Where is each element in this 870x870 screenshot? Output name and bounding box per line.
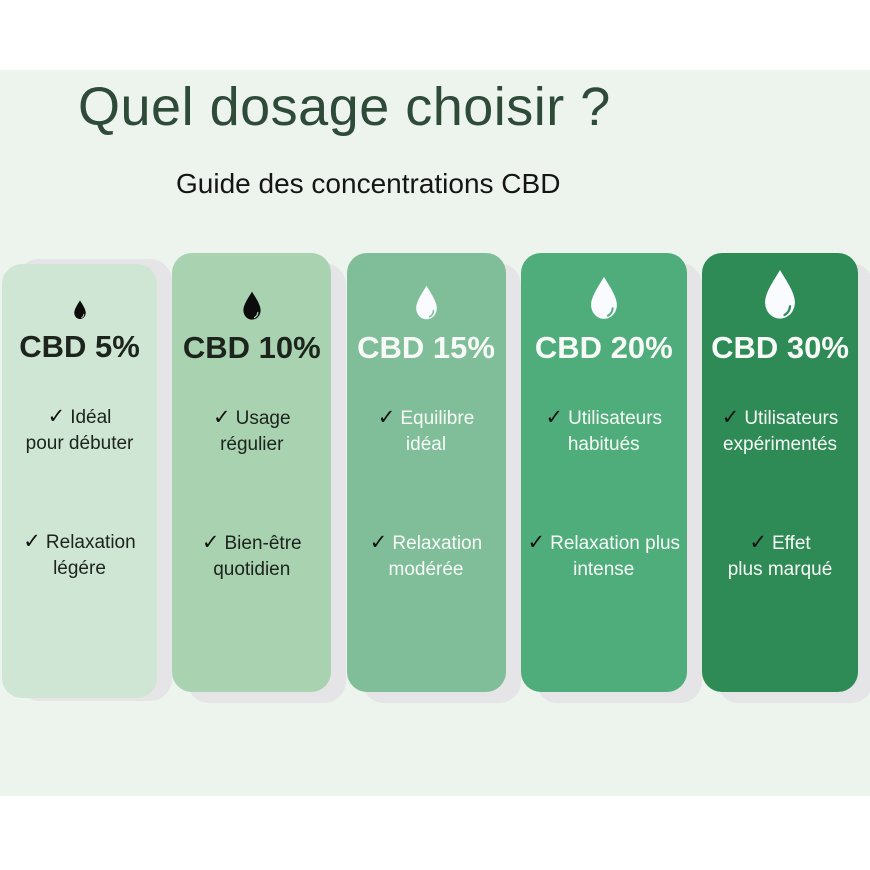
check-icon: ✓ — [721, 406, 740, 429]
cards-row: CBD 5% ✓ Idéal pour débuter ✓ Relaxation l… — [2, 253, 870, 703]
droplet-icon — [347, 263, 506, 321]
benefit-item: ✓ Usage régulier — [172, 405, 331, 458]
card-surface: CBD 30% ✓ Utilisateurs expérimentés ✓ Effe… — [702, 253, 858, 692]
cbd-card-10: CBD 10% ✓ Usage régulier ✓ Bien-être quoti… — [172, 253, 347, 703]
benefit-item: ✓ Equilibre idéal — [347, 405, 506, 458]
benefit-line: Relaxation — [392, 533, 483, 554]
benefit-line: Relaxation plus — [550, 533, 681, 554]
card-title: CBD 5% — [19, 329, 140, 364]
benefit-line: modérée — [388, 559, 464, 580]
benefit-line: Equilibre — [400, 408, 475, 429]
benefit-item: ✓ Relaxation modérée — [347, 530, 506, 583]
benefit-line: Relaxation — [45, 532, 136, 553]
benefit-line: Idéal — [70, 407, 112, 428]
benefit-line: expérimentés — [722, 434, 838, 455]
benefit-item: ✓ Utilisateurs expérimentés — [702, 405, 858, 458]
benefit-line: quotidien — [213, 559, 291, 580]
benefit-line: plus marqué — [727, 559, 833, 580]
benefit-line: habitués — [567, 434, 640, 455]
check-icon: ✓ — [47, 405, 66, 428]
card-surface: CBD 5% ✓ Idéal pour débuter ✓ Relaxation l… — [2, 264, 157, 698]
benefit-line: Bien-être — [224, 533, 302, 554]
cbd-card-15: CBD 15% ✓ Equilibre idéal ✓ Relaxation mod… — [346, 253, 521, 703]
droplet-icon — [521, 263, 687, 321]
check-icon: ✓ — [545, 406, 564, 429]
card-title: CBD 15% — [357, 330, 495, 365]
page-subtitle: Guide des concentrations CBD — [176, 168, 561, 199]
benefit-item: ✓ Bien-être quotidien — [172, 530, 331, 583]
card-title: CBD 20% — [534, 330, 673, 365]
cbd-card-30: CBD 30% ✓ Utilisateurs expérimentés ✓ Effe… — [702, 253, 870, 703]
benefit-item: ✓ Relaxation plus intense — [521, 530, 687, 583]
droplet-icon — [702, 263, 858, 321]
benefit-line: Utilisateurs — [568, 408, 663, 429]
check-icon: ✓ — [527, 531, 546, 554]
check-icon: ✓ — [749, 531, 767, 554]
card-title: CBD 30% — [711, 330, 849, 365]
card-surface: CBD 10% ✓ Usage régulier ✓ Bien-être quoti… — [172, 253, 332, 692]
check-icon: ✓ — [377, 406, 396, 429]
benefit-line: intense — [573, 559, 635, 580]
benefit-line: pour débuter — [25, 433, 134, 454]
droplet-icon — [172, 263, 331, 321]
benefit-line: Usage — [235, 408, 291, 429]
benefit-line: régulier — [220, 434, 284, 455]
benefit-item: ✓ Idéal pour débuter — [2, 404, 157, 457]
cbd-card-5: CBD 5% ✓ Idéal pour débuter ✓ Relaxation l… — [2, 259, 172, 701]
benefit-line: Utilisateurs — [744, 408, 839, 429]
benefit-line: légére — [53, 558, 106, 579]
page-title: Quel dosage choisir ? — [78, 77, 611, 137]
benefit-item: ✓ Relaxation légére — [2, 529, 157, 582]
card-surface: CBD 15% ✓ Equilibre idéal ✓ Relaxation mod… — [346, 253, 506, 692]
benefit-item: ✓ Effet plus marqué — [702, 530, 858, 583]
card-surface: CBD 20% ✓ Utilisateurs habitués ✓ Relaxati… — [520, 253, 687, 692]
droplet-icon — [2, 262, 157, 320]
check-icon: ✓ — [369, 531, 388, 554]
benefit-line: idéal — [405, 434, 447, 455]
check-icon: ✓ — [212, 406, 231, 429]
check-icon: ✓ — [201, 531, 220, 554]
check-icon: ✓ — [23, 530, 41, 553]
card-title: CBD 10% — [182, 330, 321, 365]
benefit-line: Effet — [771, 533, 811, 554]
benefit-item: ✓ Utilisateurs habitués — [521, 405, 687, 458]
cbd-card-20: CBD 20% ✓ Utilisateurs habitués ✓ Relaxati… — [520, 253, 702, 703]
